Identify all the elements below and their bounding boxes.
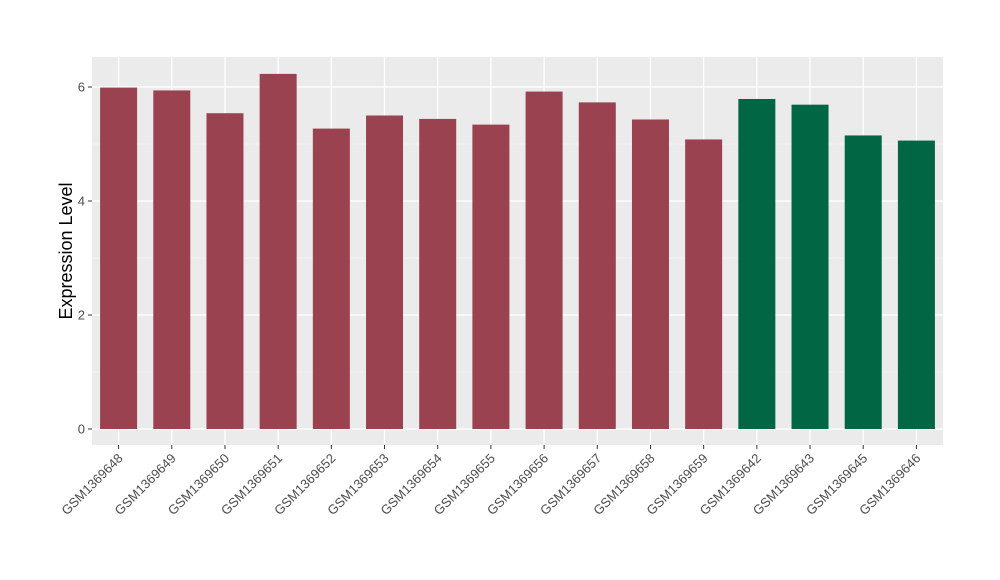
bar-GSM1369645 [844, 135, 882, 429]
bar-GSM1369649 [153, 90, 191, 430]
bar-GSM1369643 [791, 104, 829, 430]
y-tick-label: 6 [78, 80, 85, 95]
bar-GSM1369650 [206, 113, 244, 429]
y-tick-label: 0 [78, 422, 85, 437]
bar-GSM1369657 [578, 102, 616, 429]
y-axis-label: Expression Level [56, 182, 76, 319]
bar-GSM1369651 [259, 73, 297, 429]
bar-GSM1369646 [897, 140, 935, 429]
bar-GSM1369656 [525, 91, 563, 429]
bar-GSM1369654 [419, 118, 457, 430]
bar-GSM1369648 [100, 87, 138, 429]
y-tick-label: 4 [78, 194, 85, 209]
y-tick-label: 2 [78, 308, 85, 323]
bar-GSM1369659 [685, 139, 723, 429]
bar-GSM1369652 [312, 128, 350, 430]
bar-GSM1369655 [472, 124, 510, 430]
bar-GSM1369658 [631, 119, 669, 430]
bar-GSM1369642 [738, 98, 776, 429]
bar-GSM1369653 [366, 115, 404, 429]
